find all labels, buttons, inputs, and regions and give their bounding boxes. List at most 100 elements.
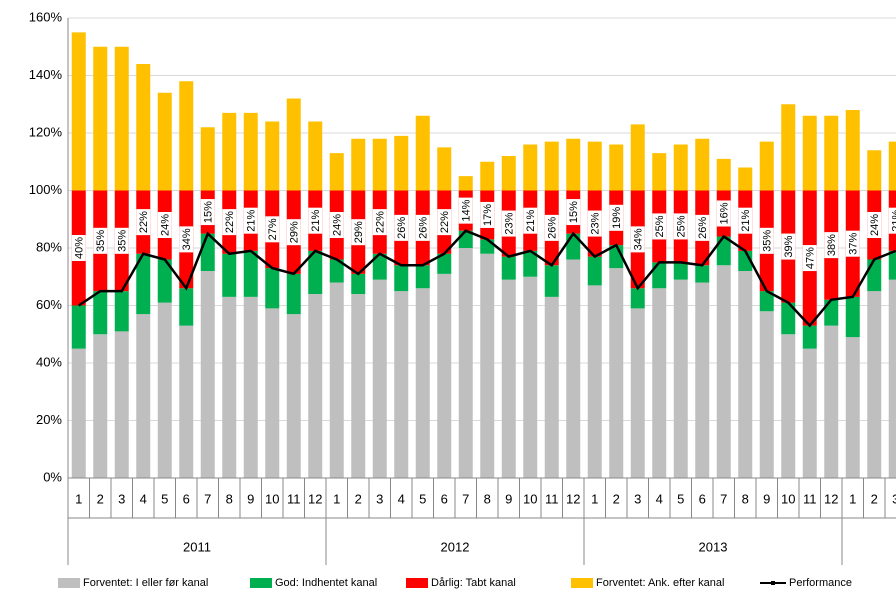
x-tick-label: 11 — [545, 491, 559, 506]
y-tick-label: 120% — [29, 124, 63, 139]
value-label: 15% — [203, 201, 215, 223]
x-tick-label: 6 — [183, 491, 190, 506]
value-label-group: 25% — [652, 213, 667, 240]
bar-segment — [71, 305, 86, 349]
x-tick-label: 2 — [871, 491, 878, 506]
bar-segment — [480, 239, 495, 254]
bar-segment — [845, 296, 860, 338]
bar-segment — [243, 250, 258, 297]
value-label-box — [781, 233, 796, 260]
value-label: 21% — [246, 209, 258, 231]
value-label-group: 26% — [415, 214, 430, 241]
bar-segment — [329, 259, 344, 283]
value-label: 26% — [396, 217, 408, 239]
value-label-group: 26% — [544, 214, 559, 241]
value-label-group: 40% — [71, 235, 86, 261]
x-tick-label: 10 — [523, 491, 537, 506]
bar-segment — [114, 331, 129, 478]
bar-segment — [566, 259, 581, 478]
value-label: 39% — [783, 235, 795, 257]
bar-segment — [114, 291, 129, 332]
value-label-group: 26% — [394, 214, 409, 241]
value-label-box — [609, 204, 624, 231]
x-tick-label: 5 — [677, 491, 684, 506]
bar-segment — [716, 265, 731, 478]
x-tick-label: 6 — [441, 491, 448, 506]
bar-segment — [394, 135, 409, 191]
x-tick-label: 3 — [892, 491, 896, 506]
bar-segment — [308, 121, 323, 191]
bar-segment — [630, 288, 645, 309]
bar-segment — [802, 348, 817, 478]
bar-segment — [587, 141, 602, 191]
value-label: 34% — [633, 228, 645, 250]
bar-segment — [759, 311, 774, 478]
value-label-box — [867, 212, 882, 238]
x-tick-label: 1 — [75, 491, 82, 506]
value-label-group: 21% — [523, 207, 538, 234]
value-label-group: 39% — [781, 233, 796, 260]
value-label-box — [222, 209, 237, 236]
bar-segment — [286, 98, 301, 191]
bar-segment — [587, 285, 602, 478]
bar-segment — [394, 265, 409, 292]
bar-segment — [716, 158, 731, 191]
bar-segment — [308, 250, 323, 294]
legend-marker — [771, 581, 775, 585]
y-tick-label: 40% — [36, 354, 62, 369]
legend-swatch — [250, 578, 272, 588]
value-label-group: 35% — [114, 227, 129, 254]
value-label: 21% — [525, 209, 537, 231]
value-label-box — [265, 216, 280, 243]
bar-segment — [329, 153, 344, 191]
legend-swatch — [571, 578, 593, 588]
value-label-box — [845, 230, 860, 257]
value-label-group: 21% — [738, 207, 753, 234]
bar-segment — [222, 112, 237, 191]
bar-segment — [243, 112, 258, 191]
value-label-group: 22% — [372, 209, 387, 236]
bar-segment — [759, 291, 774, 312]
value-label: 40% — [74, 237, 86, 259]
value-label-group: 21% — [888, 207, 896, 234]
value-label-box — [501, 210, 516, 237]
value-label-box — [544, 214, 559, 241]
bar-segment — [286, 273, 301, 315]
bar-segment — [286, 314, 301, 478]
bar-segment — [695, 138, 710, 191]
value-label-box — [759, 227, 774, 254]
value-label-group: 22% — [437, 209, 452, 236]
bar-segment — [179, 288, 194, 326]
bar-segment — [265, 268, 280, 309]
value-label: 35% — [117, 230, 129, 252]
bar-segment — [243, 296, 258, 478]
x-tick-label: 10 — [781, 491, 795, 506]
value-label-group: 16% — [716, 200, 731, 227]
bar-segment — [157, 259, 172, 303]
bar-segment — [71, 32, 86, 191]
bar-segment — [802, 325, 817, 349]
value-label: 34% — [181, 228, 193, 250]
value-label: 35% — [762, 230, 774, 252]
value-label: 26% — [697, 217, 709, 239]
value-label-group: 24% — [867, 212, 882, 238]
value-label-group: 27% — [265, 216, 280, 243]
x-tick-label: 2 — [97, 491, 104, 506]
bar-segment — [200, 271, 215, 478]
legend-label: Forventet: Ank. efter kanal — [596, 577, 724, 589]
value-label-box — [630, 226, 645, 253]
bar-segment — [781, 334, 796, 478]
bar-segment — [544, 141, 559, 191]
bar-segment — [329, 282, 344, 478]
bar-segment — [630, 308, 645, 478]
value-label-box — [157, 212, 172, 238]
bar-segment — [781, 302, 796, 335]
bar-segment — [157, 92, 172, 191]
x-tick-label: 1 — [591, 491, 598, 506]
bar-segment — [437, 147, 452, 191]
value-label-box — [351, 219, 366, 246]
value-label-box — [824, 232, 839, 259]
bar-segment — [114, 46, 129, 191]
value-label: 14% — [461, 199, 473, 221]
